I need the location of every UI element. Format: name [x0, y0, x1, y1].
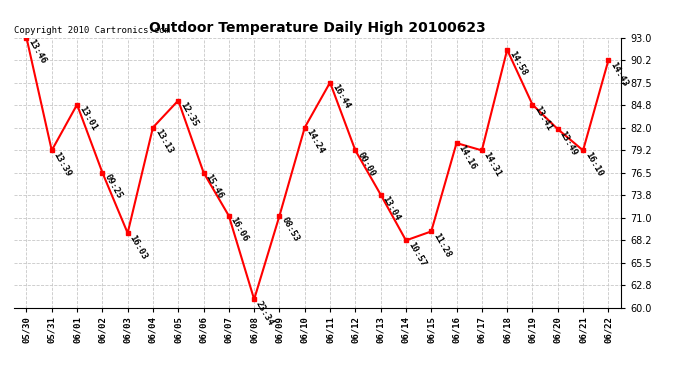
Text: 13:04: 13:04 [381, 195, 402, 222]
Text: Copyright 2010 Cartronics.com: Copyright 2010 Cartronics.com [14, 26, 170, 35]
Text: 13:13: 13:13 [153, 128, 174, 155]
Text: 10:57: 10:57 [406, 240, 427, 268]
Text: 00:00: 00:00 [355, 150, 377, 178]
Text: 14:43: 14:43 [609, 60, 629, 88]
Text: 23:34: 23:34 [254, 299, 275, 327]
Text: 13:46: 13:46 [26, 38, 48, 65]
Text: 14:16: 14:16 [457, 143, 477, 171]
Title: Outdoor Temperature Daily High 20100623: Outdoor Temperature Daily High 20100623 [149, 21, 486, 35]
Text: 14:58: 14:58 [507, 50, 529, 78]
Text: 13:49: 13:49 [558, 129, 579, 157]
Text: 16:06: 16:06 [229, 216, 250, 244]
Text: 08:53: 08:53 [279, 216, 301, 244]
Text: 16:10: 16:10 [583, 150, 604, 178]
Text: 15:46: 15:46 [204, 172, 225, 200]
Text: 14:31: 14:31 [482, 150, 503, 178]
Text: 13:39: 13:39 [52, 150, 73, 178]
Text: 14:24: 14:24 [305, 128, 326, 155]
Text: 16:44: 16:44 [330, 82, 351, 110]
Text: 09:25: 09:25 [102, 172, 124, 200]
Text: 13:01: 13:01 [77, 105, 98, 132]
Text: 11:28: 11:28 [431, 231, 453, 259]
Text: 16:03: 16:03 [128, 233, 149, 261]
Text: 13:41: 13:41 [533, 105, 553, 132]
Text: 12:35: 12:35 [178, 100, 199, 128]
